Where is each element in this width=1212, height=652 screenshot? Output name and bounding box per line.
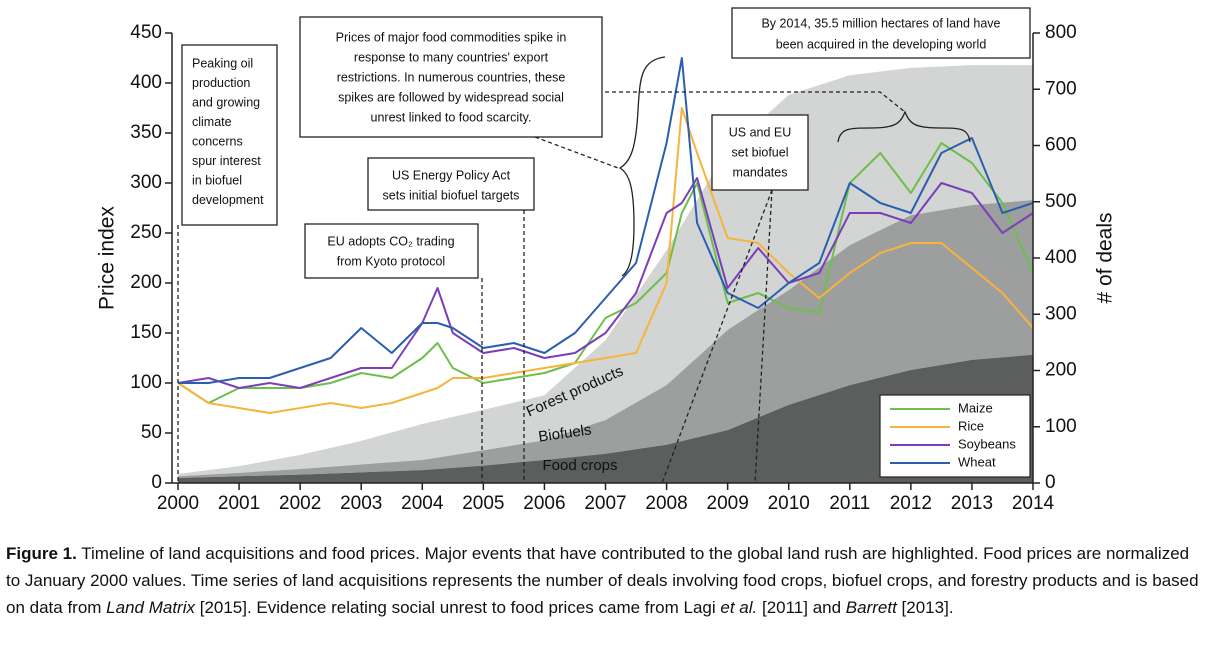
annotation-box [181, 44, 278, 226]
price-line [177, 142, 1034, 404]
chart: Price index # of deals Food cropsBiofuel… [96, 7, 1117, 514]
annotation-text: US Energy Policy Act [392, 168, 511, 182]
area [178, 65, 1033, 477]
annotation-text: and growing [192, 95, 260, 109]
price-line [177, 107, 1034, 414]
area [178, 354, 1033, 483]
x-tick-label: 2010 [768, 493, 810, 514]
y2-tick-label: 300 [1045, 303, 1077, 324]
y-tick-label: 400 [130, 72, 162, 93]
area [178, 200, 1033, 478]
y2-tick-label: 200 [1045, 360, 1077, 381]
x-tick-label: 2003 [340, 493, 382, 514]
caption-label: Figure 1. [6, 544, 77, 563]
annotation-text: set biofuel [732, 145, 789, 159]
annotation-box [367, 157, 535, 211]
y2-axis-label: # of deals [1094, 212, 1117, 303]
caption-text: et al. [720, 598, 758, 617]
x-tick-label: 2007 [584, 493, 626, 514]
annotation-text: response to many countries' export [354, 50, 549, 64]
y-tick-label: 350 [130, 122, 162, 143]
annotation-boxes [181, 7, 1031, 279]
annotation-text: mandates [733, 165, 788, 179]
caption-text: [2011] and [757, 598, 846, 617]
y-tick-label: 200 [130, 272, 162, 293]
x-tick-label: 2002 [279, 493, 321, 514]
annotation-text: production [192, 76, 250, 90]
price-line [177, 177, 1034, 389]
x-tick-label: 2006 [523, 493, 565, 514]
x-tick-label: 2004 [401, 493, 444, 514]
leader-lines [177, 56, 971, 484]
annotation-box [711, 114, 809, 191]
annotation-text: climate [192, 115, 232, 129]
legend-label: Maize [958, 400, 993, 415]
y2-tick-label: 100 [1045, 416, 1077, 437]
annotation-text: spur interest [192, 154, 261, 168]
y-tick-label: 300 [130, 172, 162, 193]
annotation-box [304, 223, 479, 279]
x-tick-label: 2009 [707, 493, 749, 514]
y-axis-label: Price index [96, 206, 119, 310]
caption-text: [2013]. [896, 598, 954, 617]
y-tick-label: 250 [130, 222, 162, 243]
area-layer [178, 65, 1033, 483]
brace [837, 110, 971, 143]
y2-tick-label: 600 [1045, 135, 1077, 156]
y2-tick-label: 800 [1045, 22, 1077, 43]
annotation-text: spikes are followed by widespread social [338, 90, 564, 104]
annotation-text: in biofuel [192, 173, 242, 187]
brace [618, 56, 666, 277]
line-layer [177, 57, 1034, 414]
leader [661, 189, 773, 484]
annotation-text: development [192, 193, 264, 207]
legend-label: Rice [958, 418, 984, 433]
annotation-text: Peaking oil [192, 56, 253, 70]
legend-label: Wheat [958, 454, 996, 469]
annotation-text: By 2014, 35.5 million hectares of land h… [761, 16, 1000, 30]
caption-text: Timeline of land acquisitions and food p… [6, 544, 1199, 617]
annotation-text: sets initial biofuel targets [383, 188, 520, 202]
caption: Figure 1. Timeline of land acquisitions … [6, 540, 1206, 621]
y-tick-label: 50 [141, 422, 162, 443]
y2-tick-label: 500 [1045, 191, 1077, 212]
legend-label: Soybeans [958, 436, 1016, 451]
annotation-text: been acquired in the developing world [776, 37, 987, 51]
y-tick-label: 150 [130, 322, 162, 343]
y2-tick-label: 0 [1045, 472, 1056, 493]
axes [165, 32, 1040, 490]
y-tick-label: 450 [130, 22, 162, 43]
x-tick-label: 2013 [951, 493, 993, 514]
annotation-text: Prices of major food commodities spike i… [336, 30, 567, 44]
y-tick-label: 0 [151, 472, 162, 493]
leader [605, 91, 906, 113]
annotation-text: restrictions. In numerous countries, the… [337, 70, 566, 84]
y2-tick-label: 400 [1045, 247, 1077, 268]
caption-text: Barrett [845, 598, 897, 617]
annotation-text: unrest linked to food scarcity. [371, 110, 532, 124]
annotation-text: concerns [192, 134, 243, 148]
x-tick-label: 2012 [890, 493, 932, 514]
y2-tick-label: 700 [1045, 78, 1077, 99]
x-tick-label: 2005 [462, 493, 504, 514]
x-tick-label: 2011 [829, 493, 870, 514]
x-tick-label: 2014 [1012, 493, 1055, 514]
annotation-text: US and EU [729, 125, 792, 139]
caption-text: [2015]. Evidence relating social unrest … [195, 598, 721, 617]
annotation-box [731, 7, 1031, 59]
price-line [178, 57, 1034, 384]
x-tick-label: 2000 [157, 493, 199, 514]
annotation-text: EU adopts CO₂ trading [327, 234, 454, 248]
annotation-box [299, 16, 603, 138]
x-tick-label: 2001 [218, 493, 260, 514]
area-label: Food crops [542, 457, 617, 474]
x-tick-label: 2008 [645, 493, 687, 514]
y-tick-label: 100 [130, 372, 162, 393]
caption-text: Land Matrix [106, 598, 195, 617]
annotation-text: from Kyoto protocol [337, 254, 445, 268]
leader [534, 136, 619, 169]
